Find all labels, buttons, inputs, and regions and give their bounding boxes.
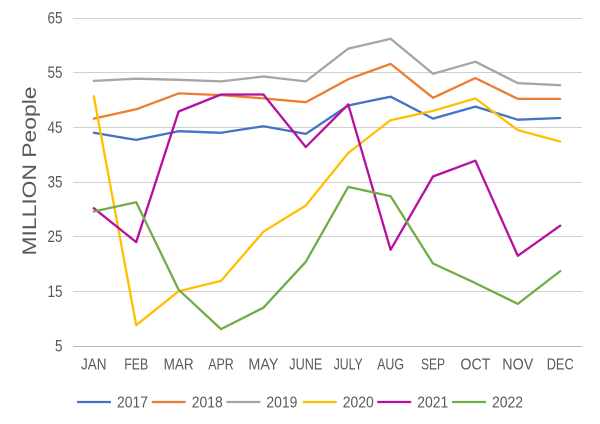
svg-text:OCT: OCT <box>460 357 490 374</box>
svg-text:DEC: DEC <box>547 357 574 374</box>
svg-text:JAN: JAN <box>81 357 107 374</box>
svg-text:15: 15 <box>48 282 63 301</box>
svg-text:5: 5 <box>55 337 63 356</box>
svg-text:JUNE: JUNE <box>289 357 322 374</box>
svg-text:2019: 2019 <box>266 395 297 412</box>
svg-text:2018: 2018 <box>192 395 223 412</box>
svg-text:SEP: SEP <box>421 357 445 374</box>
svg-text:35: 35 <box>48 173 63 192</box>
svg-text:45: 45 <box>48 118 63 137</box>
svg-text:MAY: MAY <box>248 357 278 374</box>
svg-text:AUG: AUG <box>377 357 404 374</box>
svg-text:APR: APR <box>208 357 234 374</box>
svg-text:55: 55 <box>48 63 63 82</box>
svg-text:MILLION People: MILLION People <box>20 86 41 255</box>
svg-text:25: 25 <box>48 227 63 246</box>
svg-text:MAR: MAR <box>164 357 194 374</box>
svg-text:2021: 2021 <box>417 395 448 412</box>
svg-text:2017: 2017 <box>117 395 148 412</box>
svg-text:2020: 2020 <box>343 395 374 412</box>
svg-text:FEB: FEB <box>124 357 148 374</box>
svg-text:JULY: JULY <box>334 357 363 374</box>
svg-text:NOV: NOV <box>502 357 533 374</box>
svg-text:65: 65 <box>48 9 63 28</box>
svg-text:2022: 2022 <box>492 395 523 412</box>
